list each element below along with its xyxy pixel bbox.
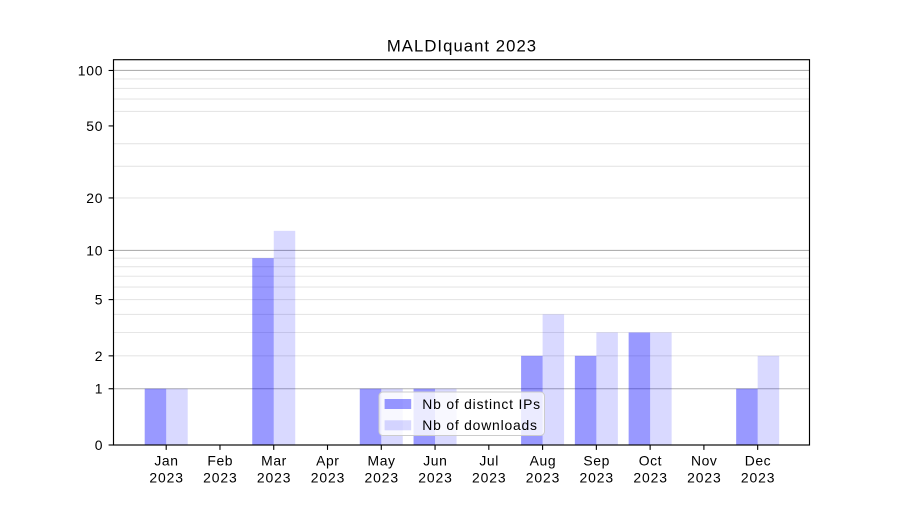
svg-text:Jul: Jul: [479, 453, 499, 469]
svg-text:2023: 2023: [418, 469, 453, 485]
svg-text:May: May: [368, 453, 396, 469]
svg-text:2023: 2023: [526, 469, 561, 485]
svg-text:5: 5: [95, 292, 104, 308]
svg-text:Jan: Jan: [154, 453, 178, 469]
svg-text:2023: 2023: [203, 469, 238, 485]
svg-text:2023: 2023: [472, 469, 507, 485]
svg-text:50: 50: [86, 118, 103, 134]
svg-text:Dec: Dec: [745, 453, 772, 469]
svg-text:Aug: Aug: [530, 453, 557, 469]
svg-text:2023: 2023: [741, 469, 776, 485]
svg-text:MALDIquant 2023: MALDIquant 2023: [387, 36, 537, 55]
svg-text:Nb of distinct IPs: Nb of distinct IPs: [422, 396, 541, 412]
svg-text:0: 0: [95, 437, 104, 453]
svg-text:Feb: Feb: [207, 453, 233, 469]
svg-text:Nb of downloads: Nb of downloads: [422, 417, 537, 433]
svg-text:2: 2: [95, 348, 104, 364]
svg-text:2023: 2023: [364, 469, 399, 485]
svg-text:2023: 2023: [687, 469, 722, 485]
svg-text:2023: 2023: [633, 469, 668, 485]
svg-text:1: 1: [95, 381, 104, 397]
svg-text:10: 10: [86, 242, 103, 258]
svg-text:100: 100: [78, 62, 104, 78]
svg-text:2023: 2023: [580, 469, 615, 485]
svg-text:Jun: Jun: [423, 453, 447, 469]
svg-text:2023: 2023: [257, 469, 292, 485]
svg-text:20: 20: [86, 190, 103, 206]
svg-text:Nov: Nov: [691, 453, 718, 469]
svg-text:2023: 2023: [311, 469, 346, 485]
svg-text:Oct: Oct: [639, 453, 662, 469]
svg-text:Apr: Apr: [316, 453, 339, 469]
svg-text:Sep: Sep: [583, 453, 610, 469]
svg-text:Mar: Mar: [261, 453, 287, 469]
svg-text:2023: 2023: [149, 469, 184, 485]
